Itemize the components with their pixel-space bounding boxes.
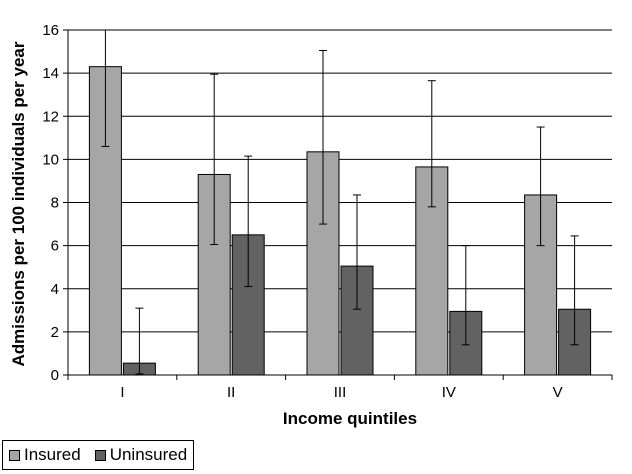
y-tick-labels: 0 2 4 6 8 10 12 14 16: [42, 22, 59, 384]
legend-swatch-insured: [9, 449, 20, 461]
bars: [88, 66, 592, 376]
x-tick-label-IV: IV: [442, 384, 456, 401]
axes: [63, 29, 613, 380]
y-tick-label: 6: [51, 238, 59, 255]
y-tick-label: 0: [51, 367, 59, 384]
legend-swatch-uninsured: [94, 449, 106, 461]
error-bars: [101, 29, 579, 375]
y-tick-label: 8: [51, 195, 59, 212]
gridlines: [68, 29, 612, 333]
legend: Insured Uninsured: [2, 440, 195, 470]
y-tick-label: 10: [42, 151, 59, 168]
legend-label-uninsured: Uninsured: [109, 445, 188, 464]
x-axis-title: Income quintiles: [283, 409, 417, 428]
legend-label-insured: Insured: [24, 445, 81, 464]
y-tick-label: 16: [42, 22, 59, 39]
x-tick-labels: I II III IV V: [120, 384, 562, 401]
x-tick-label-III: III: [334, 384, 347, 401]
y-tick-label: 14: [42, 65, 59, 82]
y-tick-label: 2: [51, 324, 59, 341]
y-tick-label: 4: [51, 281, 59, 298]
y-axis-title: Admissions per 100 individuals per year: [9, 41, 28, 366]
y-tick-label: 12: [42, 108, 59, 125]
x-tick-label-II: II: [227, 384, 235, 401]
legend-item-insured: Insured: [9, 445, 81, 465]
x-tick-label-V: V: [553, 384, 563, 401]
x-tick-label-I: I: [120, 384, 124, 401]
legend-item-uninsured: Uninsured: [94, 445, 188, 465]
